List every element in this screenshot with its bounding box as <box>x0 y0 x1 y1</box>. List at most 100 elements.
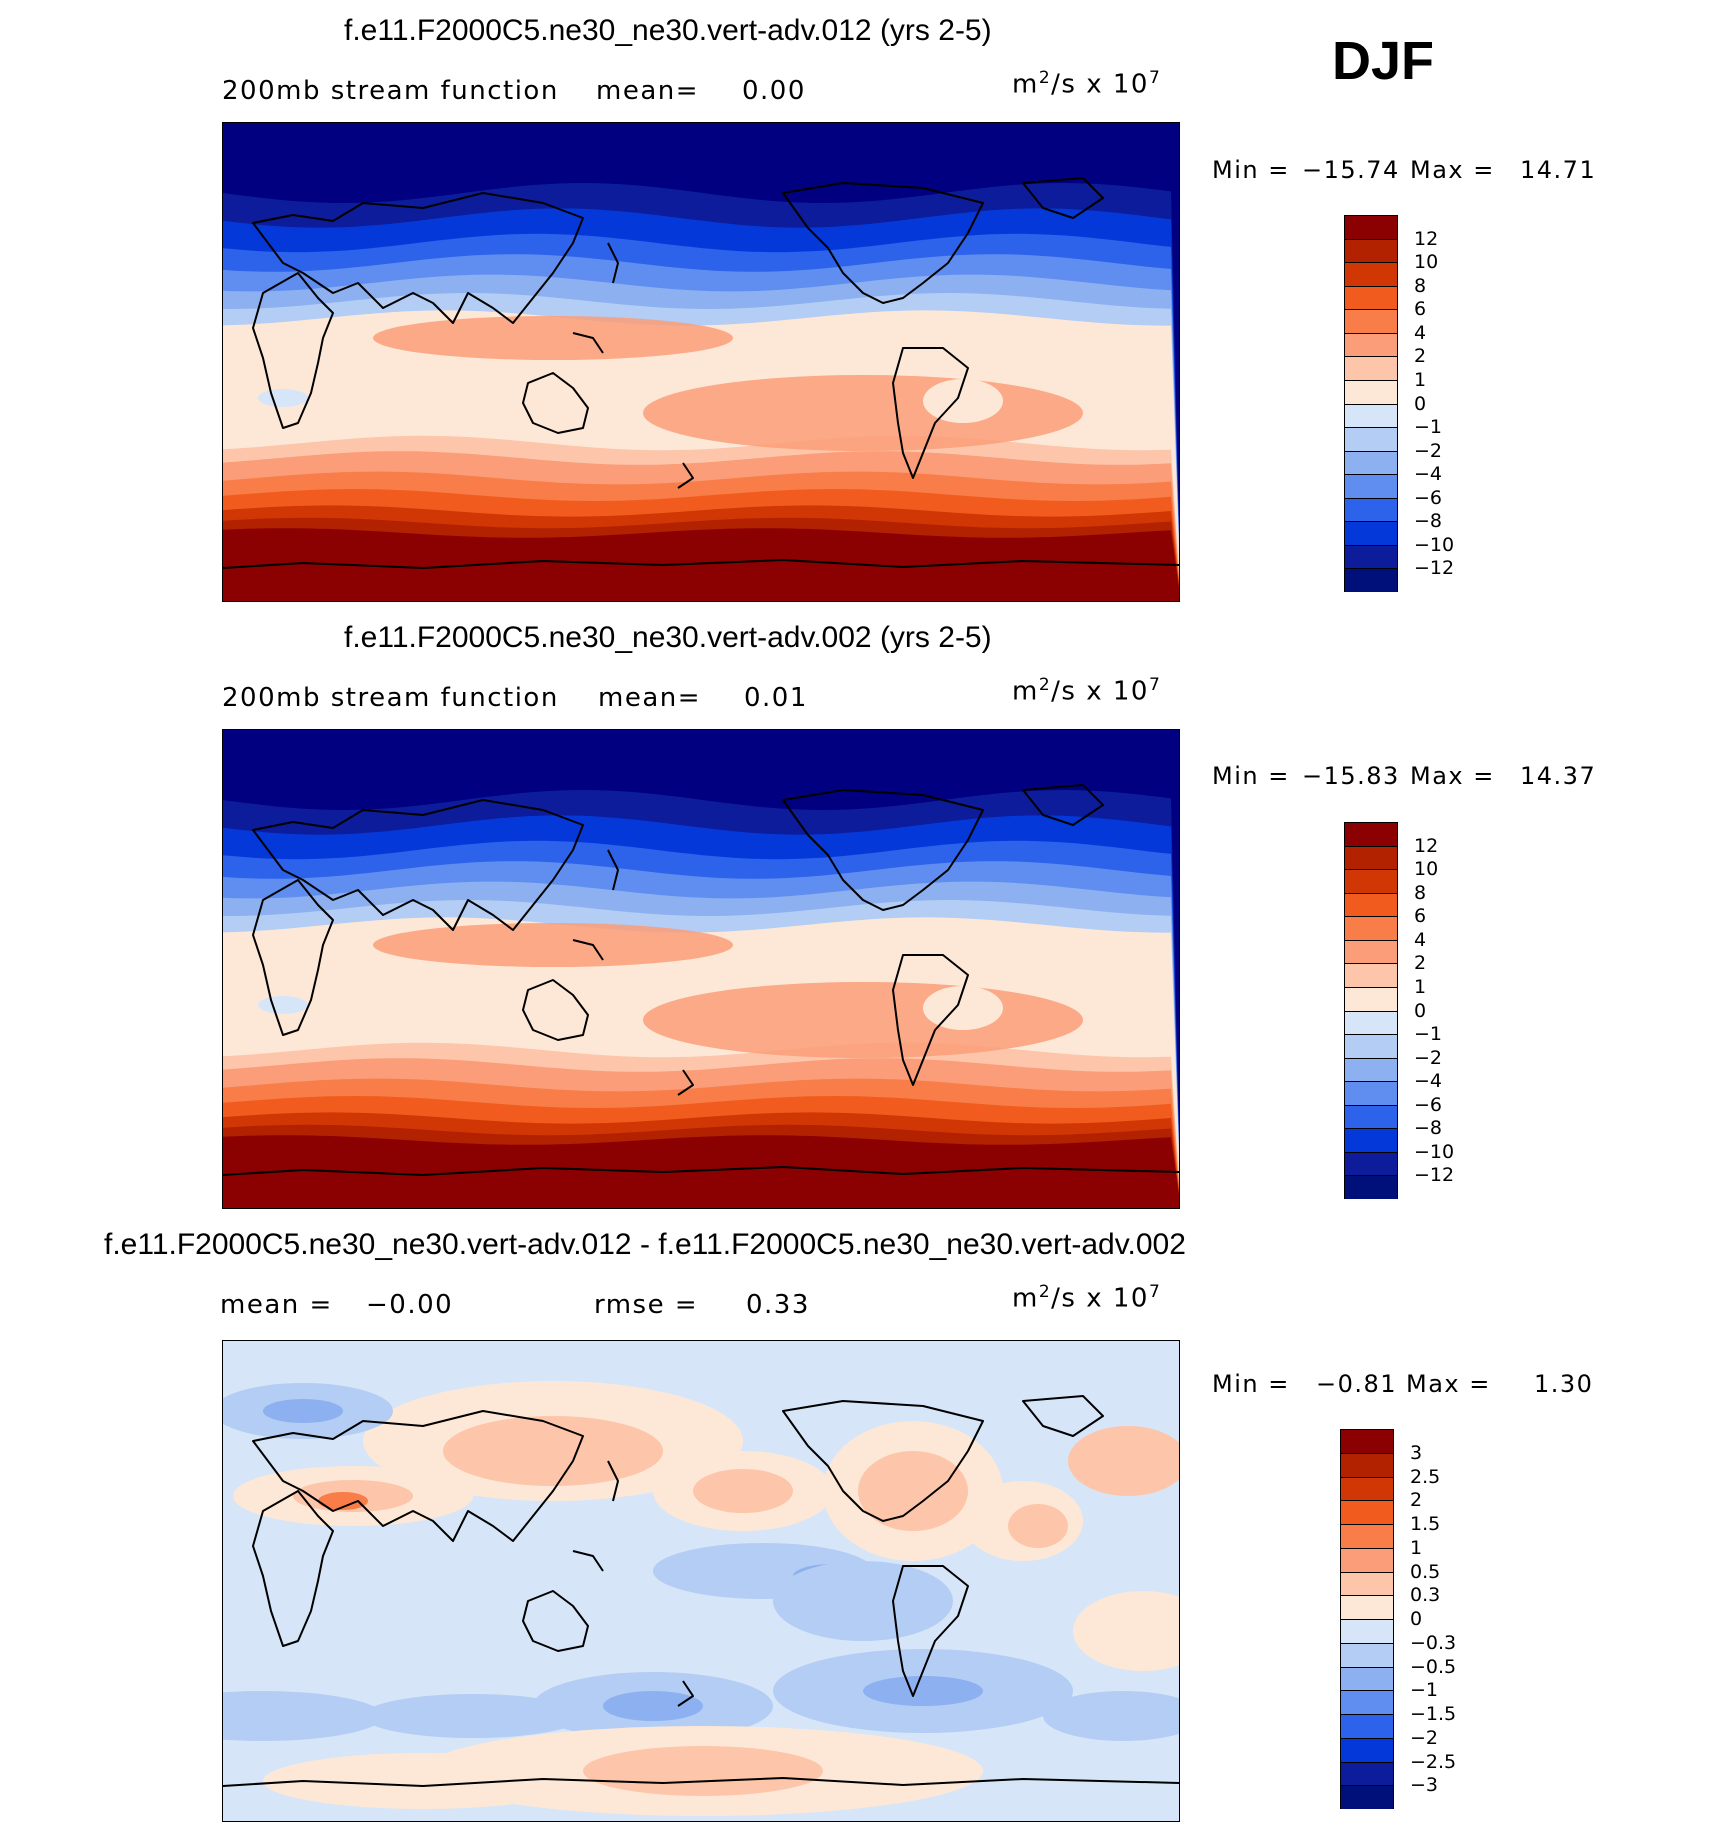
colorbar-swatch <box>1340 1476 1394 1501</box>
colorbar-swatch <box>1344 845 1398 870</box>
anomaly-blob <box>443 1416 663 1486</box>
min-label: Min = <box>1212 1370 1290 1398</box>
colorbar-swatch <box>1340 1595 1394 1619</box>
coastline-path <box>607 849 619 891</box>
colorbar-tick-label: 0.3 <box>1410 1584 1441 1607</box>
colorbar-tick-label: 2 <box>1410 1489 1423 1512</box>
colorbar-tick-label: 0 <box>1414 999 1427 1022</box>
colorbar-swatch <box>1340 1571 1394 1596</box>
colorbar-swatch <box>1344 332 1398 357</box>
anomaly-blob <box>693 1469 793 1513</box>
anomaly-blob <box>643 982 1083 1058</box>
coastline-path <box>782 182 984 304</box>
coastlines <box>223 1395 1179 1787</box>
coastlines <box>223 177 1179 569</box>
stream-function-map <box>222 729 1180 1209</box>
anomaly-blob <box>258 996 308 1014</box>
colorbar-tick-label: 4 <box>1414 321 1427 344</box>
colorbar-swatch <box>1340 1690 1394 1714</box>
colorbar-swatch <box>1344 1128 1398 1152</box>
coastline-path <box>572 939 604 961</box>
panel-case-002: f.e11.F2000C5.ne30_ne30.vert-adv.002 (yr… <box>0 607 1710 1217</box>
colorbar-tick-label: −12 <box>1414 1164 1455 1187</box>
contour-band <box>223 1135 1179 1208</box>
mean-value: 0.00 <box>742 76 806 106</box>
contour-map <box>223 1341 1179 1821</box>
coastline-path <box>252 272 334 429</box>
anomaly-blob <box>373 923 733 967</box>
coastline-path <box>223 1166 1179 1176</box>
field-label: 200mb stream function <box>222 683 559 713</box>
colorbar-swatch <box>1344 474 1398 498</box>
colorbar-swatch <box>1344 521 1398 545</box>
colorbar-tick-label: −0.5 <box>1410 1655 1457 1678</box>
colorbar-tick-label: 6 <box>1414 905 1427 928</box>
anomaly-blob <box>373 316 733 360</box>
colorbar-tick-label: 0 <box>1414 392 1427 415</box>
colorbar-swatch <box>1344 215 1398 239</box>
coastlines <box>223 784 1179 1176</box>
max-value: 14.71 <box>1520 156 1597 184</box>
colorbar-swatch <box>1340 1429 1394 1453</box>
coastline-path <box>522 979 589 1041</box>
coastline-path <box>252 799 584 931</box>
colorbar-tick-label: −6 <box>1414 486 1443 509</box>
mean-label: mean= <box>596 76 700 106</box>
panel-title: f.e11.F2000C5.ne30_ne30.vert-adv.012 (yr… <box>344 14 992 47</box>
colorbar-tick-label: −6 <box>1414 1093 1443 1116</box>
panel-difference: f.e11.F2000C5.ne30_ne30.vert-adv.012 - f… <box>0 1214 1710 1836</box>
contour-band <box>223 528 1179 601</box>
colorbar-tick-label: 2.5 <box>1410 1465 1441 1488</box>
coastline-path <box>223 559 1179 569</box>
colorbar-tick-label: −10 <box>1414 533 1455 556</box>
max-value: 1.30 <box>1534 1370 1594 1398</box>
min-label: Min = <box>1212 156 1290 184</box>
colorbar-tick-label: 8 <box>1414 274 1427 297</box>
colorbar-tick-label: 1 <box>1414 368 1427 391</box>
colorbar-tick-label: −1.5 <box>1410 1703 1457 1725</box>
anomaly-blob <box>263 1753 583 1809</box>
colorbar-swatch <box>1340 1619 1394 1643</box>
coastline-path <box>252 879 334 1036</box>
colorbar-tick-label: 1 <box>1410 1536 1423 1559</box>
colorbar-tick-label: 12 <box>1414 227 1439 250</box>
rmse-value: 0.33 <box>746 1290 810 1320</box>
colorbar-tick-label: −1 <box>1410 1679 1439 1702</box>
colorbar-tick-label: 10 <box>1414 251 1439 274</box>
difference-map <box>222 1340 1180 1822</box>
anomaly-blob <box>923 986 1003 1030</box>
colorbar-swatch <box>1344 544 1398 569</box>
anomaly-blob <box>773 1561 953 1641</box>
coastline-path <box>1022 784 1104 826</box>
units-label: m2/s x 107 <box>1012 675 1162 707</box>
colorbar-tick-label: −3 <box>1410 1774 1439 1797</box>
colorbar-swatch <box>1344 869 1398 893</box>
stream-function-map <box>222 122 1180 602</box>
anomaly-blob <box>1043 1691 1179 1741</box>
colorbar-swatch <box>1340 1737 1394 1762</box>
anomaly-blob <box>923 379 1003 423</box>
colorbar-swatch <box>1344 403 1398 428</box>
colorbar-tick-label: −10 <box>1414 1140 1455 1163</box>
coastline-path <box>677 462 694 489</box>
colorbar-swatch <box>1340 1452 1394 1477</box>
anomaly-blob <box>223 1691 383 1741</box>
min-value: −15.74 <box>1302 156 1400 184</box>
colorbar-tick-label: 10 <box>1414 858 1439 881</box>
colorbar-tick-label: −2 <box>1414 439 1443 462</box>
panel-title: f.e11.F2000C5.ne30_ne30.vert-adv.012 - f… <box>104 1228 1186 1261</box>
rmse-label: rmse = <box>594 1290 699 1320</box>
colorbar-swatch <box>1344 238 1398 263</box>
colorbar-tick-label: 0 <box>1410 1608 1423 1630</box>
colorbar-swatch <box>1340 1500 1394 1524</box>
colorbar-swatch <box>1344 939 1398 964</box>
panel-case-012: f.e11.F2000C5.ne30_ne30.vert-adv.012 (yr… <box>0 0 1710 610</box>
coastline-path <box>892 1565 969 1697</box>
anomaly-blob <box>858 1451 968 1531</box>
colorbar-tick-label: −12 <box>1414 557 1455 580</box>
colorbar: 12 10 8 6 4 2 1 0 −1 −2 −4 −6 −8 −10 −12 <box>1344 822 1484 1199</box>
panel-title: f.e11.F2000C5.ne30_ne30.vert-adv.002 (yr… <box>344 621 992 654</box>
max-label: Max = <box>1410 156 1495 184</box>
anomaly-blob <box>583 1746 823 1796</box>
colorbar-swatch <box>1344 1057 1398 1082</box>
